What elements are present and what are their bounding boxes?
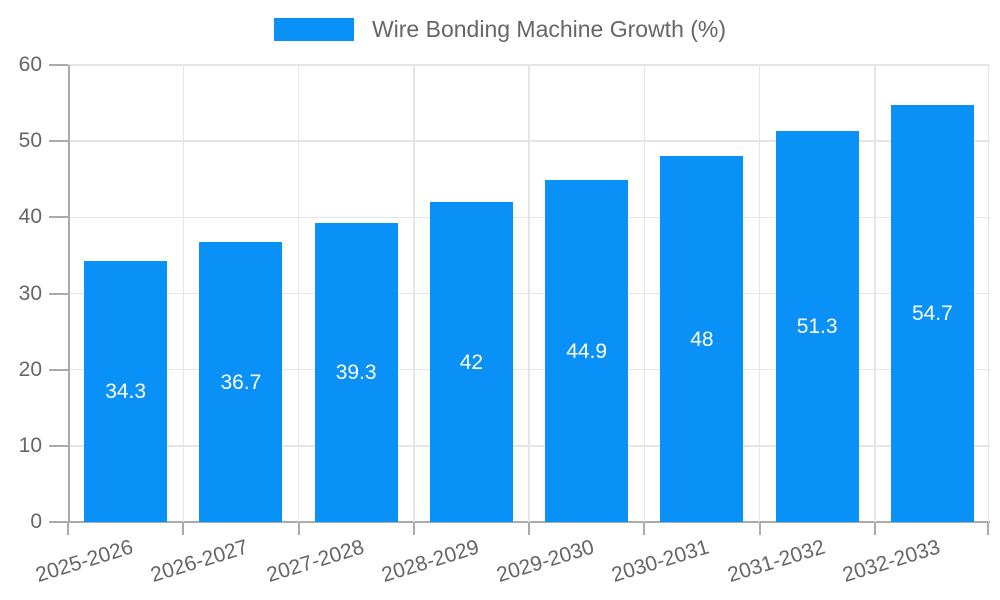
gridline-vertical [987, 65, 990, 522]
legend-label: Wire Bonding Machine Growth (%) [371, 16, 727, 42]
y-tick-label: 10 [18, 433, 42, 457]
gridline-vertical [528, 65, 530, 522]
x-tick-mark [182, 522, 185, 535]
x-tick-mark [873, 522, 876, 535]
y-tick-mark [49, 444, 68, 447]
legend-item[interactable]: Wire Bonding Machine Growth (%) [0, 18, 1000, 41]
bar[interactable]: 48 [660, 156, 744, 522]
bar-value-label: 48 [690, 327, 714, 351]
y-tick-mark [49, 216, 68, 219]
x-tick-mark [987, 522, 989, 535]
legend-swatch [273, 18, 354, 41]
gridline-vertical [413, 65, 415, 522]
bar[interactable]: 51.3 [775, 131, 859, 522]
x-tick-label: 2026-2027 [148, 535, 252, 587]
x-tick-mark [528, 522, 530, 535]
gridline-vertical [758, 65, 761, 522]
x-tick-mark [412, 522, 415, 535]
y-tick-mark [49, 521, 68, 523]
bar[interactable]: 44.9 [545, 180, 629, 522]
y-tick-label: 50 [18, 129, 42, 153]
x-tick-label: 2027-2028 [263, 535, 367, 587]
x-tick-mark [643, 522, 646, 535]
bar-value-label: 42 [459, 350, 484, 374]
y-axis-line [68, 65, 70, 522]
gridline-vertical [297, 65, 300, 522]
bar[interactable]: 36.7 [199, 242, 283, 522]
y-tick-label: 30 [18, 281, 42, 305]
bar-value-label: 36.7 [220, 370, 262, 394]
y-tick-mark [49, 368, 68, 371]
y-tick-label: 60 [18, 53, 42, 76]
bar[interactable]: 42 [429, 202, 513, 522]
bar-value-label: 34.3 [105, 379, 147, 403]
gridline-vertical [643, 65, 645, 522]
x-tick-label: 2031-2032 [724, 535, 828, 587]
bar-value-label: 39.3 [335, 360, 377, 384]
x-tick-mark [67, 522, 69, 535]
x-tick-mark [758, 522, 761, 535]
y-tick-mark [49, 140, 68, 143]
y-tick-mark [49, 64, 68, 66]
y-tick-label: 20 [18, 357, 42, 381]
y-tick-label: 40 [18, 205, 42, 229]
bar[interactable]: 34.3 [84, 260, 168, 522]
x-tick-label: 2030-2031 [609, 535, 713, 587]
gridline-vertical [182, 65, 184, 522]
gridline-vertical [874, 65, 876, 522]
x-tick-label: 2028-2029 [378, 535, 482, 587]
x-tick-label: 2025-2026 [33, 535, 136, 587]
y-tick-mark [49, 292, 68, 295]
bar-value-label: 51.3 [796, 315, 838, 339]
x-tick-label: 2029-2030 [494, 535, 597, 587]
bar[interactable]: 39.3 [314, 222, 398, 522]
x-tick-mark [297, 522, 300, 535]
bar-value-label: 44.9 [566, 339, 608, 363]
plot-area: 0 10 20 30 40 50 60 34.3 36.7 39.3 42 44.9 48 51.3 54.… [19, 54, 990, 587]
bar[interactable]: 54.7 [890, 105, 974, 522]
x-tick-label: 2032-2033 [839, 535, 943, 587]
bar-value-label: 54.7 [911, 302, 953, 326]
y-tick-label: 0 [30, 510, 42, 533]
